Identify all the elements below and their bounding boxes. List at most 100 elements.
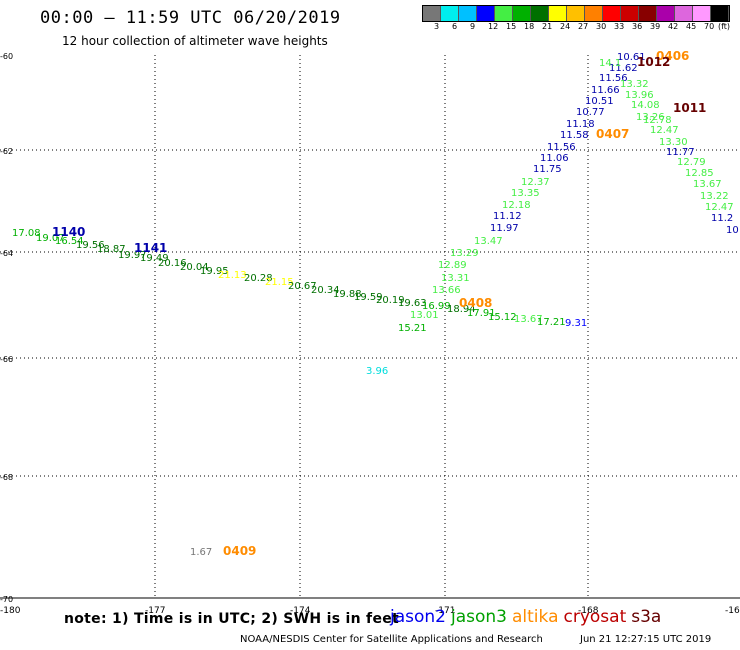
color-scale-label: 30: [596, 22, 607, 31]
longitude-label: -171: [435, 606, 455, 616]
color-scale-label: 15: [506, 22, 517, 31]
wave-height-label: 17.08: [12, 228, 41, 239]
color-scale-label: 70: [704, 22, 715, 31]
color-scale-label: 3: [434, 22, 440, 31]
wave-height-label: 19.56: [76, 240, 105, 251]
color-swatch-1: [441, 6, 459, 21]
color-swatch-3: [477, 6, 495, 21]
wave-height-label: 16.99: [422, 301, 451, 312]
axis-labels: -180 -177 -174 -171 -168 -16 -60 -62 -64 -66 -68 -7…: [0, 52, 740, 616]
longitude-label: -180: [0, 606, 21, 616]
latitude-label: -62: [0, 147, 13, 156]
wave-height-label: 11.62: [609, 63, 638, 74]
color-scale-label: 24: [560, 22, 571, 31]
wave-height-label: 11.06: [540, 153, 569, 164]
wave-height-label: 19.95: [200, 266, 229, 277]
wave-height-label: 13.35: [511, 188, 540, 199]
wave-height-label: 19.59: [354, 292, 383, 303]
color-swatch-2: [459, 6, 477, 21]
color-swatch-4: [495, 6, 513, 21]
wave-height-label: 11.75: [533, 164, 562, 175]
wave-height-label: 13.67: [693, 179, 722, 190]
wave-height-label: 13.29: [450, 248, 479, 259]
wave-height-label: 13.31: [441, 273, 470, 284]
legend-s3a: s3a: [631, 607, 662, 627]
credit-text: NOAA/NESDIS Center for Satellite Applica…: [240, 634, 543, 645]
wave-height-label: 1.67: [190, 547, 212, 558]
color-swatch-5: [513, 6, 531, 21]
wave-height-label: 11.97: [490, 223, 519, 234]
wave-height-label: 17.91: [467, 308, 496, 319]
color-scale-label: 9: [470, 22, 476, 31]
color-scale-label: 12: [488, 22, 499, 31]
wave-height-label: 16.54: [55, 236, 84, 247]
wave-height-label: 12.37: [521, 177, 550, 188]
wave-height-label: 19.63: [398, 298, 427, 309]
color-scale-label: 36: [632, 22, 643, 31]
page-title: 00:00 – 11:59 UTC 06/20/2019: [40, 8, 341, 28]
color-scale-label: 39: [650, 22, 661, 31]
legend-altika: altika: [512, 607, 559, 627]
longitude-label: -16: [725, 606, 740, 616]
pass-time-tag: 1141: [134, 241, 167, 255]
wave-height-label: 12.18: [502, 200, 531, 211]
wave-height-label: 20.34: [311, 285, 340, 296]
wave-height-label: 20.28: [244, 273, 273, 284]
observation-labels: 17.0819.0716.5419.5618.8719.9719.4920.16…: [12, 52, 739, 558]
wave-height-label: 10.61: [617, 52, 646, 63]
wave-height-label: 10.51: [585, 96, 614, 107]
wave-height-label: 11.56: [547, 142, 576, 153]
color-scale-bar: [422, 5, 730, 22]
page-subtitle: 12 hour collection of altimeter wave hei…: [62, 34, 328, 48]
wave-height-label: 13.96: [625, 90, 654, 101]
pass-time-tag: 1140: [52, 225, 85, 239]
latitude-label: -68: [0, 473, 13, 482]
color-swatch-16: [711, 6, 729, 21]
map-grid: [0, 55, 740, 599]
wave-height-label: 17.21: [537, 317, 566, 328]
wave-height-label: 11.77: [666, 147, 695, 158]
wave-height-label: 3.96: [366, 366, 388, 377]
wave-height-label: 14.08: [631, 100, 660, 111]
wave-height-label: 12.47: [650, 125, 679, 136]
satellite-legend: jason2 jason3 altika cryosat s3a: [390, 607, 666, 627]
note-text: note: 1) Time is in UTC; 2) SWH is in fe…: [64, 611, 400, 627]
wave-height-label: 13.47: [474, 236, 503, 247]
color-scale-label: 21: [542, 22, 553, 31]
timestamp-text: Jun 21 12:27:15 UTC 2019: [580, 634, 712, 645]
color-scale-label: 42: [668, 22, 679, 31]
color-swatch-13: [657, 6, 675, 21]
wave-height-label: 19.49: [140, 253, 169, 264]
color-scale-label: 27: [578, 22, 589, 31]
color-swatch-10: [603, 6, 621, 21]
color-swatch-11: [621, 6, 639, 21]
color-swatch-0: [423, 6, 441, 21]
color-swatch-15: [693, 6, 711, 21]
wave-height-label: 13.32: [620, 79, 649, 90]
color-scale-label: (ft): [718, 22, 731, 31]
wave-height-label: 11.18: [566, 119, 595, 130]
color-scale-label: 6: [452, 22, 458, 31]
wave-height-label: 13.67: [514, 314, 543, 325]
wave-height-label: 18.94: [447, 304, 476, 315]
pass-time-tag: 1012: [637, 55, 670, 69]
legend-jason2: jason2: [390, 607, 446, 627]
color-scale-label: 33: [614, 22, 625, 31]
wave-height-label: 11.2: [711, 213, 733, 224]
wave-height-label: 15.12: [488, 312, 517, 323]
latitude-label: -64: [0, 249, 13, 258]
wave-height-label: 12.47: [705, 202, 734, 213]
pass-time-tag: 0407: [596, 127, 629, 141]
pass-time-tag: 0408: [459, 296, 492, 310]
color-swatch-6: [531, 6, 549, 21]
wave-height-label: 13.66: [432, 285, 461, 296]
wave-height-label: 12.89: [438, 260, 467, 271]
longitude-label: -177: [145, 606, 165, 616]
wave-height-label: 11.66: [591, 85, 620, 96]
wave-height-label: 18.87: [97, 244, 126, 255]
wave-height-label: 21.13: [218, 270, 247, 281]
color-swatch-9: [585, 6, 603, 21]
wave-height-label: 9.31: [565, 318, 587, 329]
